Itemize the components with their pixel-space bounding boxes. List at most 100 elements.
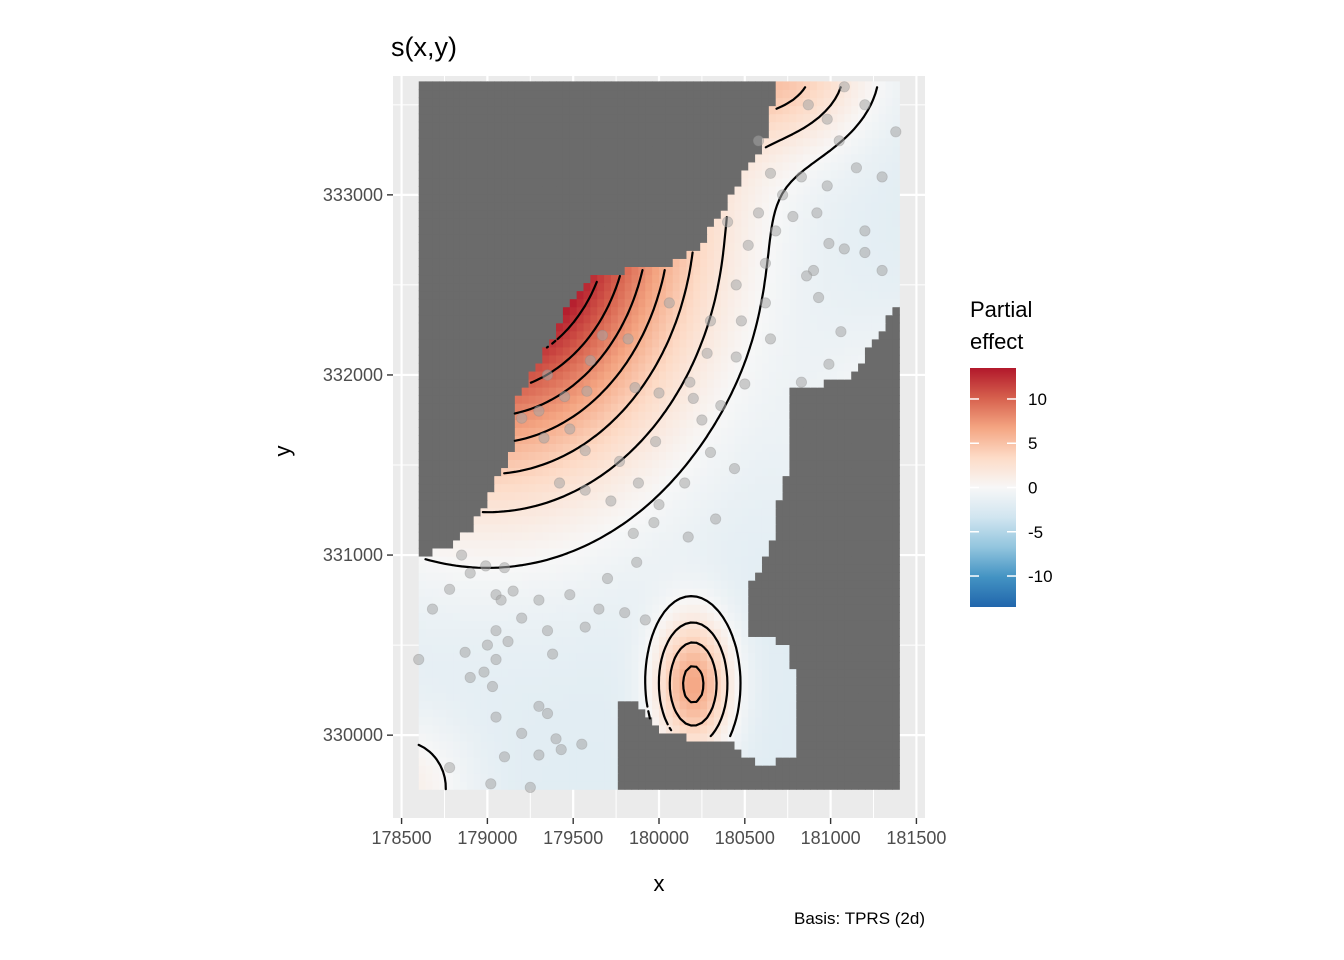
raster-cell xyxy=(645,547,653,557)
raster-cell xyxy=(556,620,564,629)
raster-cell xyxy=(432,684,440,694)
raster-cell xyxy=(878,411,887,420)
raster-cell xyxy=(418,515,427,525)
raster-cell xyxy=(810,411,818,420)
raster-cell xyxy=(439,563,447,573)
raster-cell xyxy=(782,523,791,533)
raster-cell xyxy=(638,499,646,509)
raster-cell xyxy=(528,716,537,726)
raster-cell xyxy=(542,419,550,428)
raster-cell xyxy=(665,322,674,332)
raster-cell xyxy=(727,596,736,605)
raster-cell xyxy=(610,274,619,284)
raster-cell xyxy=(830,483,839,493)
raster-cell xyxy=(837,314,845,324)
raster-cell xyxy=(679,250,688,259)
raster-cell xyxy=(871,765,880,774)
raster-cell xyxy=(816,378,825,388)
raster-cell xyxy=(576,531,585,541)
raster-cell xyxy=(645,362,653,372)
raster-cell xyxy=(507,765,516,774)
raster-cell xyxy=(542,250,550,259)
raster-cell xyxy=(624,620,633,629)
raster-cell xyxy=(693,234,701,243)
raster-cell xyxy=(858,411,866,420)
raster-cell xyxy=(782,716,791,726)
raster-cell xyxy=(610,748,619,758)
raster-cell xyxy=(501,459,509,469)
raster-cell xyxy=(878,684,887,694)
raster-cell xyxy=(720,322,729,332)
raster-cell xyxy=(761,652,770,662)
raster-cell xyxy=(871,700,880,710)
raster-cell xyxy=(473,314,482,324)
raster-cell xyxy=(885,684,893,694)
raster-cell xyxy=(542,515,550,525)
raster-cell xyxy=(610,676,619,686)
raster-cell xyxy=(576,547,585,557)
raster-cell xyxy=(823,700,832,710)
raster-cell xyxy=(446,716,454,726)
raster-cell xyxy=(590,563,598,573)
raster-cell xyxy=(782,387,791,396)
raster-cell xyxy=(871,668,880,678)
raster-cell xyxy=(892,588,900,597)
raster-cell xyxy=(446,258,454,267)
raster-cell xyxy=(700,370,708,380)
raster-cell xyxy=(837,395,845,404)
raster-cell xyxy=(830,555,839,565)
raster-cell xyxy=(652,580,660,589)
raster-cell xyxy=(480,588,488,597)
raster-cell xyxy=(549,692,557,702)
raster-cell xyxy=(830,716,839,726)
raster-cell xyxy=(665,443,674,452)
raster-cell xyxy=(741,748,749,758)
raster-cell xyxy=(624,781,633,790)
raster-cell xyxy=(610,435,619,444)
raster-cell xyxy=(858,419,866,428)
raster-cell xyxy=(672,250,681,259)
raster-cell xyxy=(590,491,598,501)
raster-cell xyxy=(720,588,729,597)
raster-cell xyxy=(796,748,804,758)
raster-cell xyxy=(446,435,454,444)
raster-cell xyxy=(494,411,502,420)
raster-cell xyxy=(459,692,468,702)
raster-cell xyxy=(459,411,468,420)
raster-cell xyxy=(775,443,784,452)
raster-cell xyxy=(514,338,523,348)
raster-cell xyxy=(686,467,694,477)
raster-cell xyxy=(528,250,537,259)
raster-cell xyxy=(610,547,619,557)
raster-cell xyxy=(507,266,516,276)
raster-cell xyxy=(624,563,633,573)
raster-cell xyxy=(631,748,639,758)
raster-cell xyxy=(892,322,900,332)
raster-cell xyxy=(562,668,571,678)
raster-cell xyxy=(610,258,619,267)
raster-cell xyxy=(761,547,770,557)
raster-cell xyxy=(453,459,461,469)
raster-cell xyxy=(556,660,564,670)
raster-cell xyxy=(810,483,818,493)
raster-cell xyxy=(528,531,537,541)
raster-cell xyxy=(549,716,557,726)
raster-cell xyxy=(789,234,797,243)
raster-cell xyxy=(562,692,571,702)
raster-cell xyxy=(734,716,742,726)
raster-cell xyxy=(583,451,591,461)
raster-cell xyxy=(446,427,454,436)
raster-cell xyxy=(803,652,811,662)
raster-cell xyxy=(672,298,681,308)
raster-cell xyxy=(823,572,832,581)
raster-cell xyxy=(528,258,537,267)
raster-cell xyxy=(652,282,660,292)
raster-cell xyxy=(775,483,784,493)
raster-cell xyxy=(851,572,859,581)
raster-cell xyxy=(679,555,688,565)
raster-cell xyxy=(453,443,461,452)
raster-cell xyxy=(823,652,832,662)
raster-cell xyxy=(425,387,434,396)
raster-cell xyxy=(665,507,674,517)
raster-cell xyxy=(720,523,729,533)
